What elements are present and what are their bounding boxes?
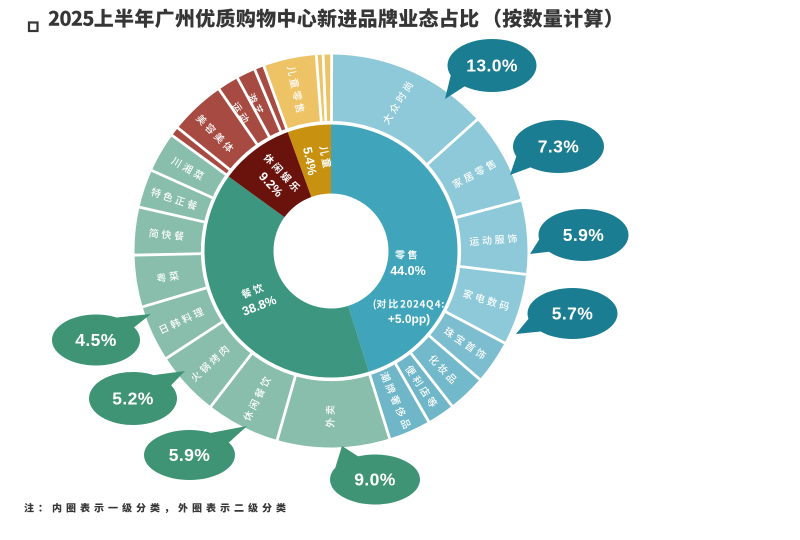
svg-text:5.4%: 5.4%: [300, 146, 319, 177]
svg-text:5.9%: 5.9%: [169, 445, 211, 465]
svg-text:5.2%: 5.2%: [112, 389, 154, 409]
svg-text:5.7%: 5.7%: [552, 304, 594, 324]
svg-text:13.0%: 13.0%: [466, 56, 518, 76]
svg-text:5.9%: 5.9%: [563, 225, 605, 245]
svg-text:9.0%: 9.0%: [354, 470, 396, 490]
svg-text:4.5%: 4.5%: [75, 330, 117, 350]
svg-text:44.0%: 44.0%: [390, 264, 425, 278]
svg-text:7.3%: 7.3%: [538, 137, 580, 157]
svg-text:+5.0pp): +5.0pp): [388, 312, 430, 326]
